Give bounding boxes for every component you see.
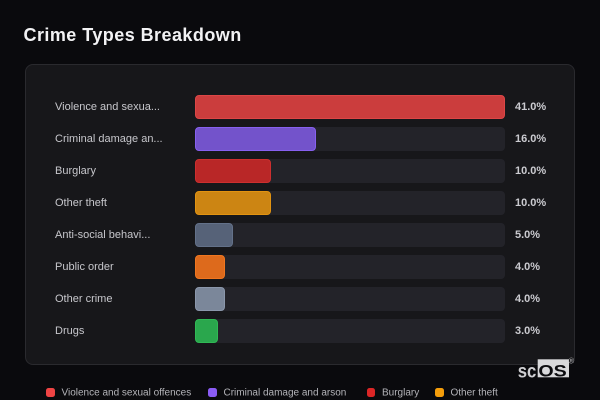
svg-text:®: ® <box>568 356 574 365</box>
svg-text:OS: OS <box>538 362 566 381</box>
svg-text:sc: sc <box>518 361 537 382</box>
